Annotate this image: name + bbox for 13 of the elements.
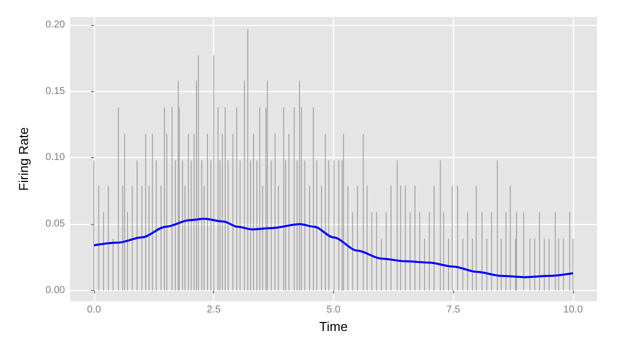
y-tick-label: 0.20 [46, 19, 66, 30]
y-tick-label: 0.15 [46, 86, 66, 97]
x-tick-label: 7.5 [446, 304, 461, 316]
x-tick-label: 0.0 [87, 304, 102, 316]
y-tick-label: 0.05 [46, 218, 66, 230]
x-tick-label: 2.5 [206, 304, 222, 316]
y-tick-label: 0.00 [46, 284, 66, 296]
y-tick-label: 0.10 [46, 152, 66, 164]
x-tick-label: 5.0 [326, 304, 341, 316]
line-series [92, 218, 574, 278]
x-axis-title: Time [319, 319, 348, 334]
y-axis-title: Firing Rate [16, 127, 31, 191]
x-tick-label: 10.0 [563, 304, 584, 316]
